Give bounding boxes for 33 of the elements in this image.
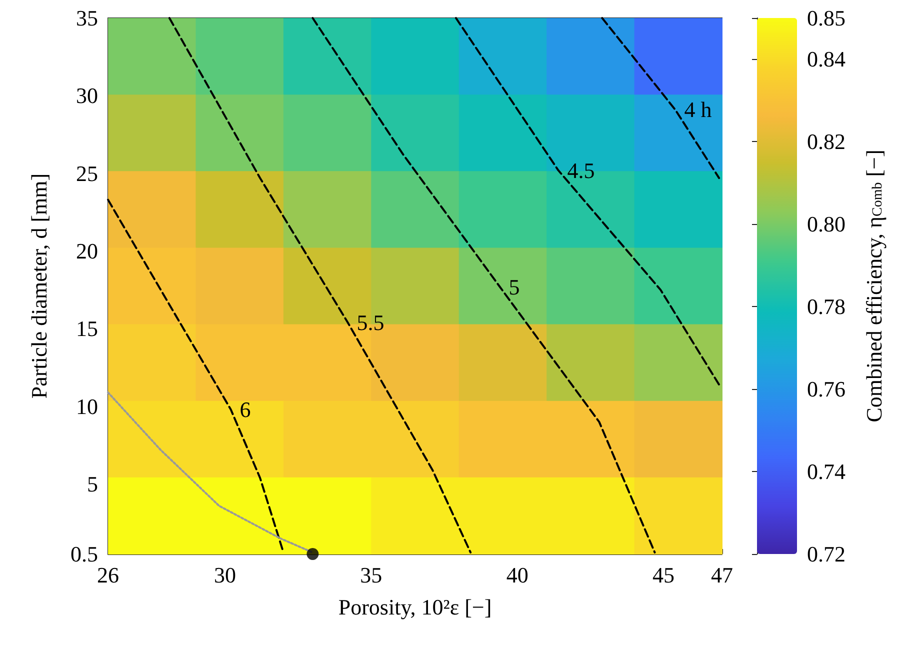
- x-tick-label: 35: [360, 562, 382, 588]
- series-label: 4 h: [684, 97, 712, 122]
- color-bar-label: 0.80: [807, 212, 846, 237]
- line-series: [454, 17, 720, 386]
- y-tick-label: 0.5: [70, 542, 98, 566]
- series-label: 4.5: [567, 158, 595, 183]
- x-tick-label: 47: [711, 562, 733, 588]
- x-tick-label: 45: [652, 562, 675, 588]
- line-series: [312, 17, 656, 554]
- x-tick-label: 30: [214, 562, 236, 588]
- series-label: 6: [240, 397, 251, 422]
- y-tick-label: 5: [87, 472, 98, 497]
- color-bar-label: 0.76: [807, 376, 846, 402]
- color-bar-label: 0.82: [807, 129, 846, 154]
- line-series: [168, 17, 472, 554]
- color-bar-label: 0.85: [807, 6, 846, 30]
- y-tick-label: 25: [76, 160, 98, 186]
- color-bar-title: Combined efficiency, ηComb [−]: [862, 150, 886, 422]
- y-tick-label: 30: [76, 83, 98, 108]
- y-tick-label: 35: [76, 6, 98, 30]
- color-bar-label: 0.72: [807, 542, 846, 566]
- series-label: 5.5: [356, 310, 384, 336]
- y-tick-label: 10: [76, 394, 98, 419]
- x-tick-label: 40: [506, 562, 528, 588]
- x-axis-title: Porosity, 10²ε [−]: [338, 594, 492, 620]
- y-axis-title: Particle diameter, d [mm]: [26, 173, 52, 399]
- x-tick-label: 26: [97, 562, 119, 588]
- y-tick-label: 20: [76, 238, 98, 264]
- color-bar-label: 0.78: [807, 294, 846, 320]
- color-bar-label: 0.84: [807, 46, 846, 72]
- y-tick-label: 15: [76, 316, 98, 342]
- color-bar-label: 0.74: [807, 459, 846, 484]
- series-label: 5: [508, 274, 520, 300]
